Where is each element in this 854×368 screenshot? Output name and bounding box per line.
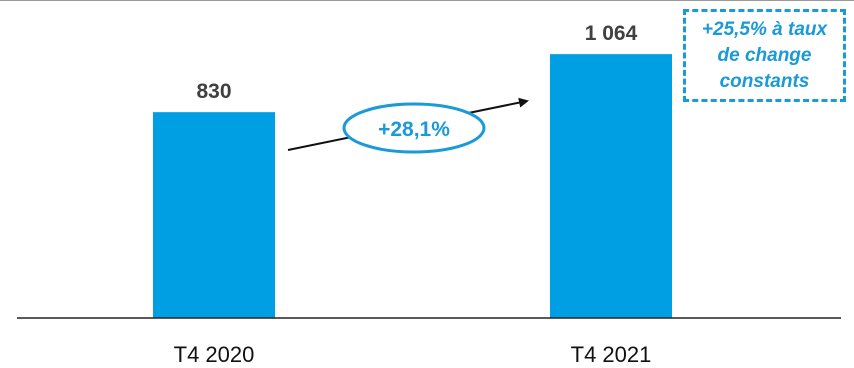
- x-tick-label-2: T4 2021: [571, 342, 652, 367]
- growth-annotation: +28,1%: [287, 97, 529, 154]
- constant-currency-note-text: +25,5% à taux de change constants: [701, 18, 828, 92]
- bar-value-label-2: 1 064: [585, 22, 638, 45]
- bar-group: 830 T4 2020 1 064 T4 2021: [153, 22, 672, 367]
- constant-currency-note: +25,5% à taux de change constants: [683, 9, 846, 102]
- bar-1: [153, 112, 275, 318]
- top-rule: [0, 0, 854, 1]
- growth-ellipse: [342, 102, 486, 154]
- growth-label: +28,1%: [378, 118, 450, 141]
- bar-value-label-1: 830: [196, 80, 231, 103]
- x-tick-label-1: T4 2020: [174, 342, 255, 367]
- bar-2: [550, 54, 672, 319]
